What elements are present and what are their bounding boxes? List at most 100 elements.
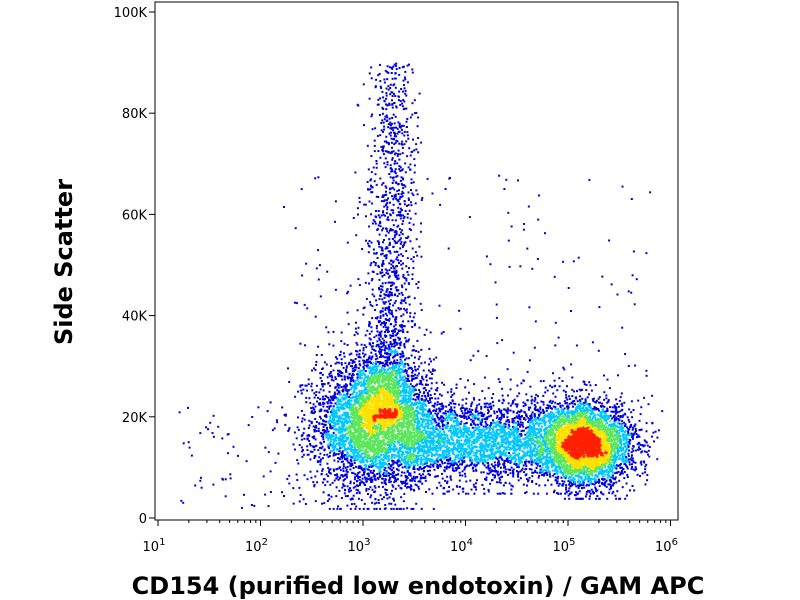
event-dot: [392, 462, 395, 465]
event-dot: [329, 426, 332, 429]
event-dot: [365, 437, 367, 440]
event-dot: [359, 415, 362, 418]
event-dot: [311, 406, 314, 409]
event-dot: [416, 421, 419, 424]
event-dot: [428, 430, 431, 433]
event-dot: [374, 395, 376, 398]
event-dot: [419, 435, 422, 438]
event-dot: [368, 342, 371, 345]
event-dot: [374, 463, 377, 466]
event-dot: [368, 225, 371, 228]
event-dot: [371, 439, 374, 442]
event-dot: [380, 374, 383, 376]
event-dot: [365, 346, 368, 349]
event-dot: [369, 368, 372, 371]
event-dot: [396, 454, 399, 457]
event-dot: [307, 427, 310, 429]
event-dot: [386, 218, 389, 221]
event-dot: [364, 455, 367, 458]
event-dot: [346, 394, 349, 397]
event-dot: [390, 334, 393, 337]
event-dot: [401, 245, 404, 248]
event-dot: [346, 471, 349, 473]
event-dot: [352, 448, 355, 451]
event-dot: [353, 446, 356, 449]
event-dot: [340, 362, 343, 364]
event-dot: [393, 499, 395, 502]
event-dot: [354, 387, 357, 389]
event-dot: [378, 465, 381, 468]
event-dot: [436, 387, 439, 389]
event-dot: [355, 505, 358, 508]
event-dot: [336, 392, 339, 395]
event-dot: [360, 430, 362, 433]
event-dot: [390, 267, 393, 269]
event-dot: [437, 412, 440, 415]
event-dot: [384, 185, 387, 188]
event-dot: [353, 415, 356, 417]
event-dot: [384, 504, 387, 506]
event-dot: [343, 449, 346, 452]
event-dot: [383, 420, 386, 423]
event-dot: [384, 345, 387, 348]
event-dot: [354, 171, 357, 174]
event-dot: [377, 378, 380, 380]
event-dot: [363, 385, 366, 388]
event-dot: [367, 468, 370, 471]
event-dot: [393, 461, 396, 464]
event-dot: [396, 447, 398, 450]
event-dot: [388, 423, 391, 426]
event-dot: [360, 423, 363, 426]
event-dot: [377, 423, 380, 426]
event-dot: [358, 398, 361, 401]
event-dot: [398, 413, 401, 416]
event-dot: [391, 95, 394, 97]
event-dot: [373, 422, 376, 425]
event-dot: [386, 65, 389, 68]
event-dot: [320, 447, 323, 450]
event-dot: [345, 473, 348, 476]
event-dot: [343, 342, 346, 345]
event-dot: [394, 265, 397, 268]
event-dot: [354, 431, 357, 434]
event-dot: [452, 445, 455, 448]
event-dot: [404, 485, 407, 487]
event-dot: [340, 340, 343, 343]
event-dot: [342, 366, 345, 369]
event-dot: [393, 294, 396, 297]
event-dot: [375, 365, 378, 368]
event-dot: [388, 463, 391, 465]
event-dot: [368, 396, 371, 399]
event-dot: [406, 476, 409, 479]
event-dot: [369, 360, 372, 363]
event-dot: [415, 148, 418, 151]
event-dot: [306, 453, 309, 456]
event-dot: [346, 422, 349, 425]
event-dot: [377, 444, 379, 447]
event-dot: [399, 179, 402, 182]
event-dot: [408, 295, 411, 298]
event-dot: [376, 456, 379, 458]
event-dot: [372, 451, 375, 454]
event-dot: [444, 412, 446, 415]
event-dot: [402, 438, 405, 441]
event-dot: [388, 346, 391, 349]
event-dot: [386, 417, 389, 420]
event-dot: [317, 449, 320, 452]
event-dot: [311, 450, 314, 453]
event-dot: [388, 238, 391, 241]
event-dot: [402, 187, 405, 190]
event-dot: [410, 427, 413, 430]
event-dot: [334, 422, 337, 425]
event-dot: [436, 442, 439, 444]
event-dot: [329, 410, 332, 413]
event-dot: [402, 325, 405, 328]
event-dot: [371, 113, 374, 116]
event-dot: [326, 401, 329, 404]
event-dot: [399, 237, 402, 240]
event-dot: [349, 388, 352, 391]
event-dot: [402, 375, 405, 378]
event-dot: [410, 201, 412, 204]
event-dot: [377, 485, 380, 488]
event-dot: [358, 413, 360, 416]
